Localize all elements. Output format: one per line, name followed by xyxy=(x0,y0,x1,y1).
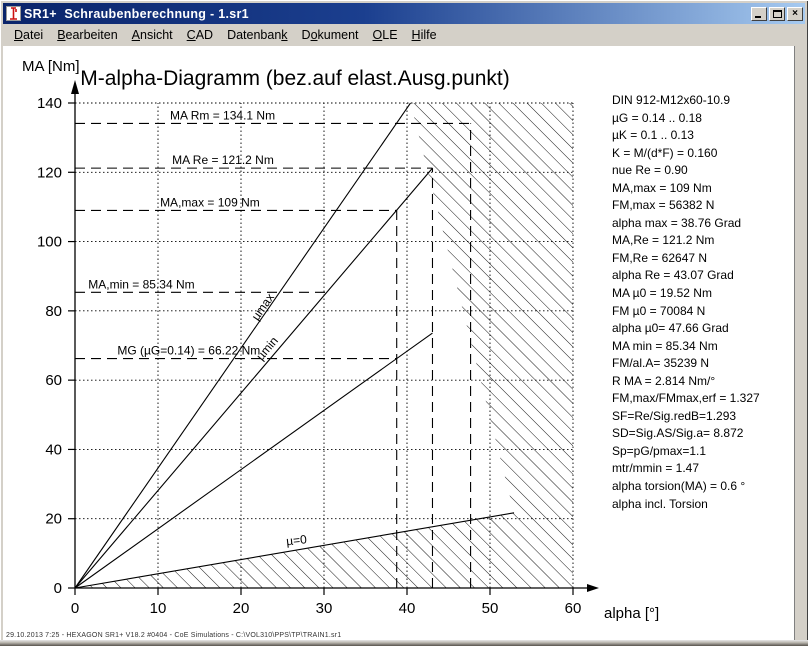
menu-ansicht[interactable]: Ansicht xyxy=(131,28,173,42)
result-line: Sp=pG/pmax=1.1 xyxy=(612,443,707,458)
menu-hilfe[interactable]: Hilfe xyxy=(411,28,437,42)
chart-title: M-alpha-Diagramm (bez.auf elast.Ausg.pun… xyxy=(80,67,510,90)
mg-thread-torque-line xyxy=(74,332,433,589)
y-axis-arrow xyxy=(71,80,79,94)
hline-label: MA,max = 109 Nm xyxy=(160,195,260,209)
x-tick-label: 10 xyxy=(150,600,167,617)
y-tick-label: 80 xyxy=(45,303,62,320)
x-tick-label: 40 xyxy=(399,600,416,617)
x-axis-arrow xyxy=(587,584,599,592)
result-line: alpha torsion(MA) = 0.6 ° xyxy=(612,479,746,494)
result-line: µK = 0.1 .. 0.13 xyxy=(612,128,694,143)
x-tick-label: 20 xyxy=(233,600,250,617)
result-line: nue Re = 0.90 xyxy=(612,163,688,178)
title-bar: SR1+ Schraubenberechnung - 1.sr1 × xyxy=(3,3,805,24)
minimize-icon xyxy=(755,15,761,18)
window-controls: × xyxy=(751,6,803,21)
menu-cad[interactable]: CAD xyxy=(186,28,214,42)
m-alpha-diagram: MA Rm = 134.1 Nm MA Re = 121.2 Nm MA,max =… xyxy=(22,58,659,622)
result-line: µG = 0.14 .. 0.18 xyxy=(612,110,702,125)
result-line: alpha Re = 43.07 Grad xyxy=(612,268,734,283)
result-line: MA,Re = 121.2 Nm xyxy=(612,233,715,248)
minimize-button[interactable] xyxy=(751,6,767,21)
hline-label: MA Re = 121.2 Nm xyxy=(172,153,274,167)
x-tick-label: 60 xyxy=(565,600,582,617)
hline-label: MA,min = 85.34 Nm xyxy=(88,277,194,291)
maximize-icon xyxy=(773,9,782,18)
status-line: 29.10.2013 7:25 - HEXAGON SR1+ V18.2 #04… xyxy=(6,632,342,639)
y-tick-label: 100 xyxy=(37,234,62,251)
y-axis-title: MA [Nm] xyxy=(22,58,80,75)
hline-label: MG (µG=0.14) = 66.22 Nm xyxy=(117,344,260,358)
result-line: MA µ0 = 19.52 Nm xyxy=(612,286,712,301)
x-axis-title: alpha [°] xyxy=(604,605,659,622)
result-line: alpha incl. Torsion xyxy=(612,496,708,511)
close-button[interactable]: × xyxy=(787,6,803,21)
menu-bearbeiten[interactable]: Bearbeiten xyxy=(57,28,118,42)
window-bottom-border xyxy=(0,640,808,646)
result-line: alpha max = 38.76 Grad xyxy=(612,215,742,230)
y-tick-label: 120 xyxy=(37,164,62,181)
hatch-region xyxy=(75,102,573,589)
client-area: MA Rm = 134.1 Nm MA Re = 121.2 Nm MA,max =… xyxy=(3,46,794,640)
window-title: SR1+ Schraubenberechnung - 1.sr1 xyxy=(24,6,249,21)
result-line: SD=Sig.AS/Sig.a= 8.872 xyxy=(612,426,744,441)
window-right-border xyxy=(794,46,805,640)
x-tick-label: 50 xyxy=(482,600,499,617)
result-line: FM,Re = 62647 N xyxy=(612,250,708,265)
mu-zero-line-label: µ=0 xyxy=(286,532,308,548)
mu-zero-line xyxy=(74,512,515,589)
hline-label: MA Rm = 134.1 Nm xyxy=(170,108,275,122)
result-line: R MA = 2.814 Nm/° xyxy=(612,373,716,388)
maximize-button[interactable] xyxy=(769,6,785,21)
result-line: MA,max = 109 Nm xyxy=(612,180,712,195)
x-tick-label: 0 xyxy=(71,600,79,617)
mu-max-line xyxy=(74,102,412,589)
y-tick-label: 20 xyxy=(45,511,62,528)
y-tick-label: 60 xyxy=(45,372,62,389)
result-line: FM,max = 56382 N xyxy=(612,198,715,213)
result-line: DIN 912-M12x60-10.9 xyxy=(612,93,731,107)
result-line: FM/al.A= 35239 N xyxy=(612,356,710,371)
result-line: FM,max/FMmax,erf = 1.327 xyxy=(612,391,760,406)
results-panel: DIN 912-M12x60-10.9 µG = 0.14 .. 0.18 µK =… xyxy=(612,92,794,513)
result-line: FM µ0 = 70084 N xyxy=(612,303,706,318)
menu-ole[interactable]: OLE xyxy=(372,28,398,42)
menu-datenbank[interactable]: Datenbank xyxy=(227,28,288,42)
result-line: K = M/(d*F) = 0.160 xyxy=(612,145,718,160)
menu-dokument[interactable]: Dokument xyxy=(301,28,359,42)
y-tick-label: 140 xyxy=(37,95,62,112)
y-tick-label: 0 xyxy=(54,580,62,597)
x-tick-label: 30 xyxy=(316,600,333,617)
app-icon xyxy=(6,6,21,21)
menu-datei[interactable]: Datei xyxy=(14,28,44,42)
result-line: mtr/mmin = 1.47 xyxy=(612,461,700,476)
result-line: alpha µ0= 47.66 Grad xyxy=(612,321,729,336)
mu-min-line xyxy=(74,167,433,589)
y-tick-label: 40 xyxy=(45,441,62,458)
result-line: SF=Re/Sig.redB=1.293 xyxy=(612,408,737,423)
mu-max-line-label: µmax xyxy=(249,291,277,323)
result-line: MA min = 85.34 Nm xyxy=(612,338,718,353)
menu-bar: Datei Bearbeiten Ansicht CAD Datenbank Dokume… xyxy=(3,24,805,46)
